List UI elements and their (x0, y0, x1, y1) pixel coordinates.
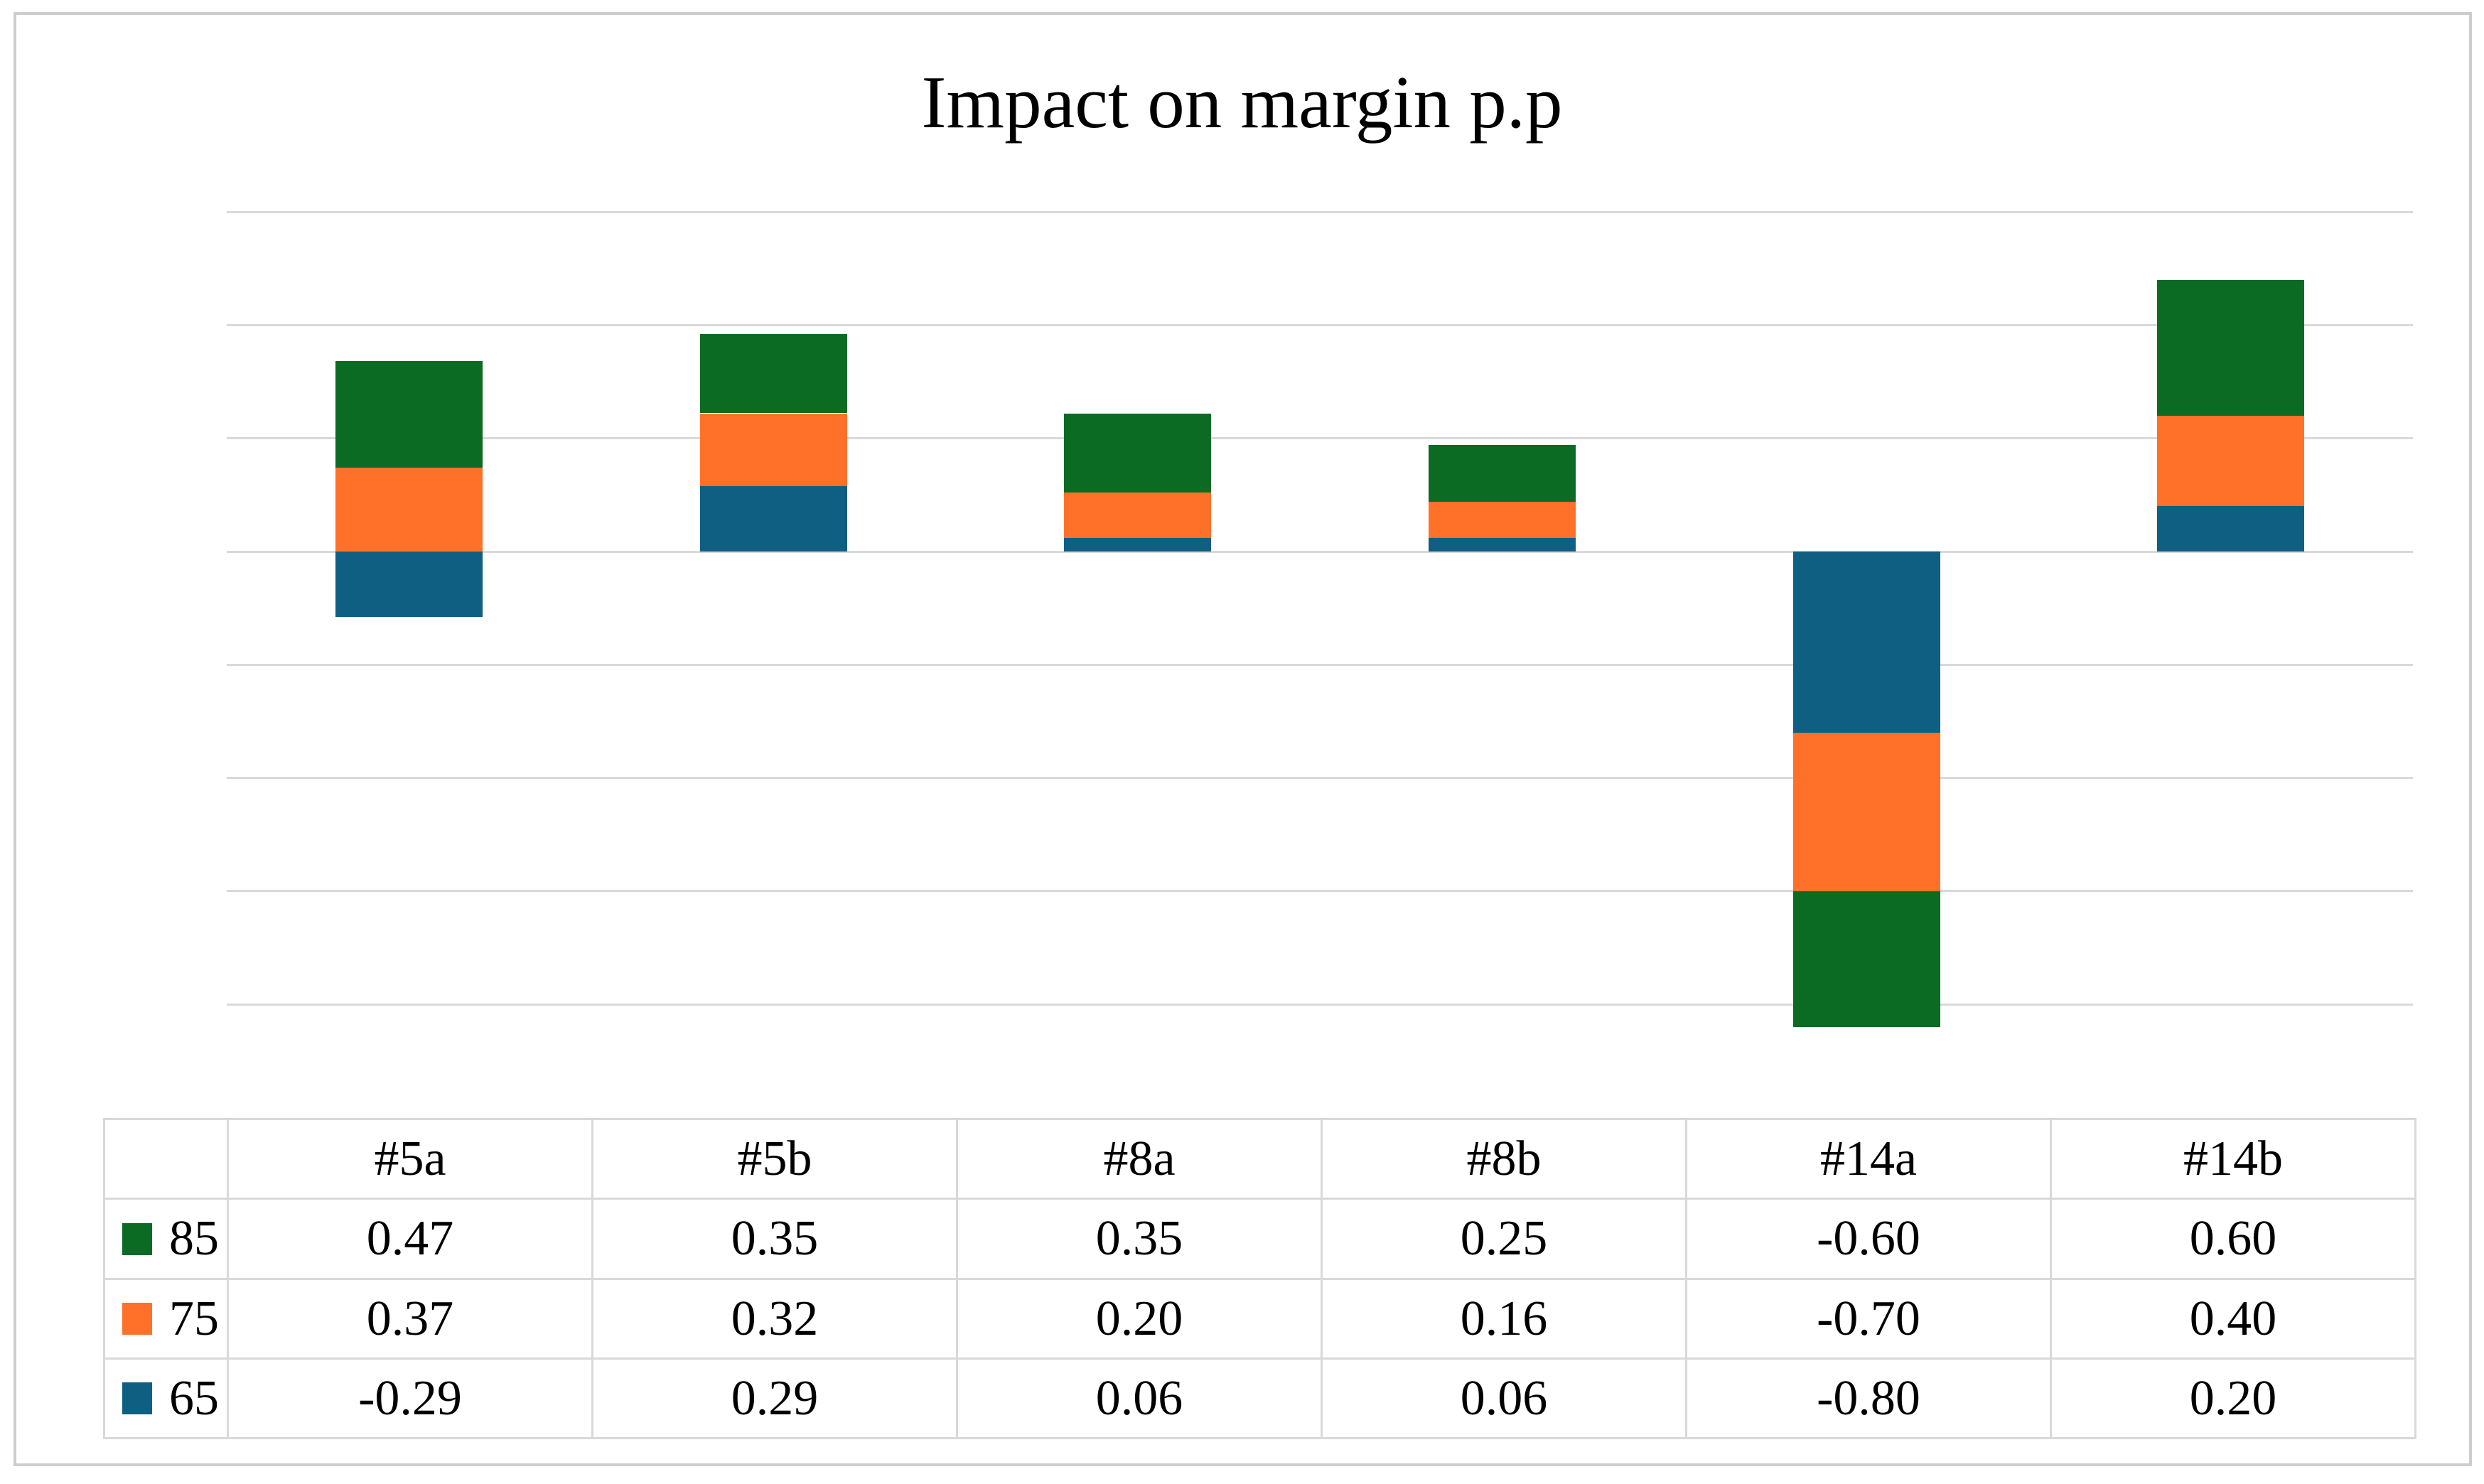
legend-swatch-65 (122, 1382, 152, 1414)
gridline-y-0 (227, 551, 2413, 553)
category-header-14b: #14b (2050, 1118, 2416, 1200)
value-cell-8a-65: 0.06 (956, 1357, 1323, 1439)
bar-segment-8b-series-85 (1429, 445, 1576, 502)
data-table: #5a #5b #8a #8b #14a #14b 85 0.47 0.35 0.35 0.25 -0… (103, 1118, 2416, 1439)
series-label-cell-85: 85 (103, 1198, 229, 1280)
series-name-75: 75 (169, 1291, 219, 1346)
table-row-series-75: 75 0.37 0.32 0.20 0.16 -0.70 0.40 (103, 1278, 2416, 1360)
bar-segment-14b-series-65 (2157, 506, 2304, 552)
bar-segment-8a-series-75 (1064, 493, 1211, 538)
category-header-5b: #5b (591, 1118, 958, 1200)
value-cell-8b-65: 0.06 (1321, 1357, 1687, 1439)
value-cell-5b-65: 0.29 (591, 1357, 958, 1439)
value-cell-5a-85: 0.47 (227, 1198, 593, 1280)
value-cell-14a-75: -0.70 (1685, 1278, 2052, 1360)
table-row-series-85: 85 0.47 0.35 0.35 0.25 -0.60 0.60 (103, 1198, 2416, 1280)
legend-swatch-85 (122, 1222, 152, 1255)
bar-segment-5a-series-75 (335, 468, 483, 552)
gridline-y--1 (227, 777, 2413, 779)
value-cell-5b-75: 0.32 (591, 1278, 958, 1360)
bar-segment-5a-series-85 (335, 361, 483, 468)
bar-segment-8b-series-75 (1429, 502, 1576, 538)
bar-segment-14a-series-85 (1793, 891, 1940, 1027)
value-cell-8a-85: 0.35 (956, 1198, 1323, 1280)
bar-segment-5b-series-65 (700, 486, 847, 552)
legend-swatch-75 (122, 1303, 152, 1335)
bar-segment-14a-series-65 (1793, 552, 1940, 733)
value-cell-8b-75: 0.16 (1321, 1278, 1687, 1360)
chart-title: Impact on margin p.p (921, 60, 1563, 144)
series-label-cell-75: 75 (103, 1278, 229, 1360)
value-cell-14a-85: -0.60 (1685, 1198, 2052, 1280)
value-cell-8b-85: 0.25 (1321, 1198, 1687, 1280)
value-cell-8a-75: 0.20 (956, 1278, 1323, 1360)
gridline-y--2 (227, 1004, 2413, 1006)
value-cell-14b-75: 0.40 (2050, 1278, 2416, 1360)
bar-segment-14b-series-75 (2157, 416, 2304, 506)
data-table-container: #5a #5b #8a #8b #14a #14b 85 0.47 0.35 0.35 0.25 -0… (103, 1118, 2416, 1439)
series-label-cell-65: 65 (103, 1357, 229, 1439)
category-header-14a: #14a (1685, 1118, 2052, 1200)
bar-segment-8a-series-65 (1064, 538, 1211, 552)
value-cell-14b-85: 0.60 (2050, 1198, 2416, 1280)
value-cell-14a-65: -0.80 (1685, 1357, 2052, 1439)
value-cell-14b-65: 0.20 (2050, 1357, 2416, 1439)
bar-segment-5b-series-85 (700, 334, 847, 413)
value-cell-5b-85: 0.35 (591, 1198, 958, 1280)
table-row-series-65: 65 -0.29 0.29 0.06 0.06 -0.80 0.20 (103, 1357, 2416, 1439)
series-name-85: 85 (169, 1211, 219, 1266)
category-header-5a: #5a (227, 1118, 593, 1200)
bar-segment-14b-series-85 (2157, 280, 2304, 416)
table-corner-cell (103, 1118, 229, 1200)
gridline-y-1 (227, 324, 2413, 326)
value-cell-5a-65: -0.29 (227, 1357, 593, 1439)
bar-segment-5a-series-65 (335, 552, 483, 617)
bar-segment-8a-series-85 (1064, 414, 1211, 493)
category-header-8a: #8a (956, 1118, 1323, 1200)
gridline-y--0.5 (227, 664, 2413, 666)
category-header-8b: #8b (1321, 1118, 1687, 1200)
series-name-65: 65 (169, 1370, 219, 1426)
bar-segment-8b-series-65 (1429, 538, 1576, 552)
gridline-y-1.5 (227, 211, 2413, 213)
value-cell-5a-75: 0.37 (227, 1278, 593, 1360)
gridline-y--1.5 (227, 890, 2413, 892)
gridline-y-0.5 (227, 437, 2413, 439)
bar-segment-14a-series-75 (1793, 733, 1940, 891)
bar-segment-5b-series-75 (700, 414, 847, 486)
